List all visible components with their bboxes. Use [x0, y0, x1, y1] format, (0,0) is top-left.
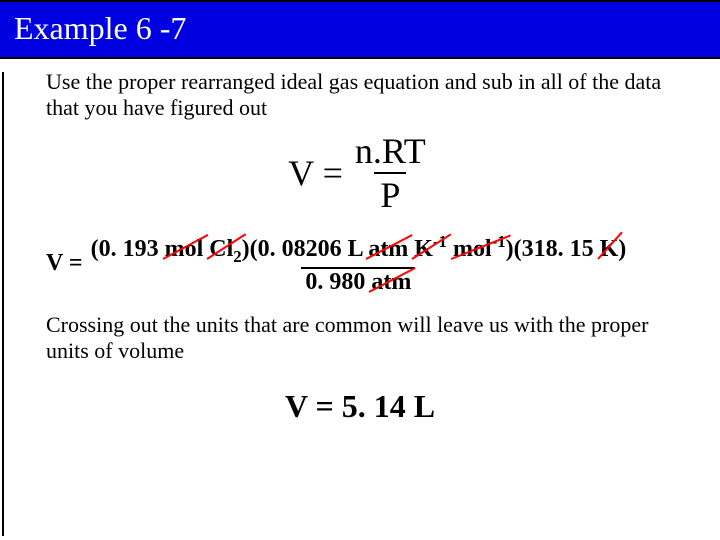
left-border [2, 72, 4, 536]
unit-L: L [348, 236, 363, 262]
eq2-fraction: (0. 193 mol Cl2)(0. 08206 L atm K-1 mol-… [87, 232, 631, 296]
temp-value: )(318. 15 [506, 236, 594, 262]
eq2-denominator: 0. 980 atm [301, 267, 415, 296]
close-paren: ) [618, 236, 626, 262]
eq1-denominator: P [374, 172, 406, 216]
equation-substituted: V = (0. 193 mol Cl2)(0. 08206 L atm K-1 … [46, 232, 674, 296]
result-equation: V = 5. 14 L [46, 388, 674, 425]
slide-title-bar: Example 6 -7 [0, 0, 720, 59]
n-value: (0. 193 [91, 236, 159, 262]
intro-paragraph: Use the proper rearranged ideal gas equa… [46, 69, 674, 122]
equation-ideal-gas: V = n.RT P [46, 130, 674, 216]
eq1-numerator: n.RT [349, 130, 432, 172]
eq1-fraction: n.RT P [349, 130, 432, 216]
eq2-numerator: (0. 193 mol Cl2)(0. 08206 L atm K-1 mol-… [87, 232, 631, 267]
slide-title: Example 6 -7 [14, 10, 186, 46]
eq2-lhs: V = [46, 250, 83, 277]
eq1-lhs: V = [288, 152, 343, 194]
p-value: 0. 980 [305, 269, 365, 295]
r-value: )(0. 08206 [242, 236, 342, 262]
crossing-paragraph: Crossing out the units that are common w… [46, 312, 674, 365]
